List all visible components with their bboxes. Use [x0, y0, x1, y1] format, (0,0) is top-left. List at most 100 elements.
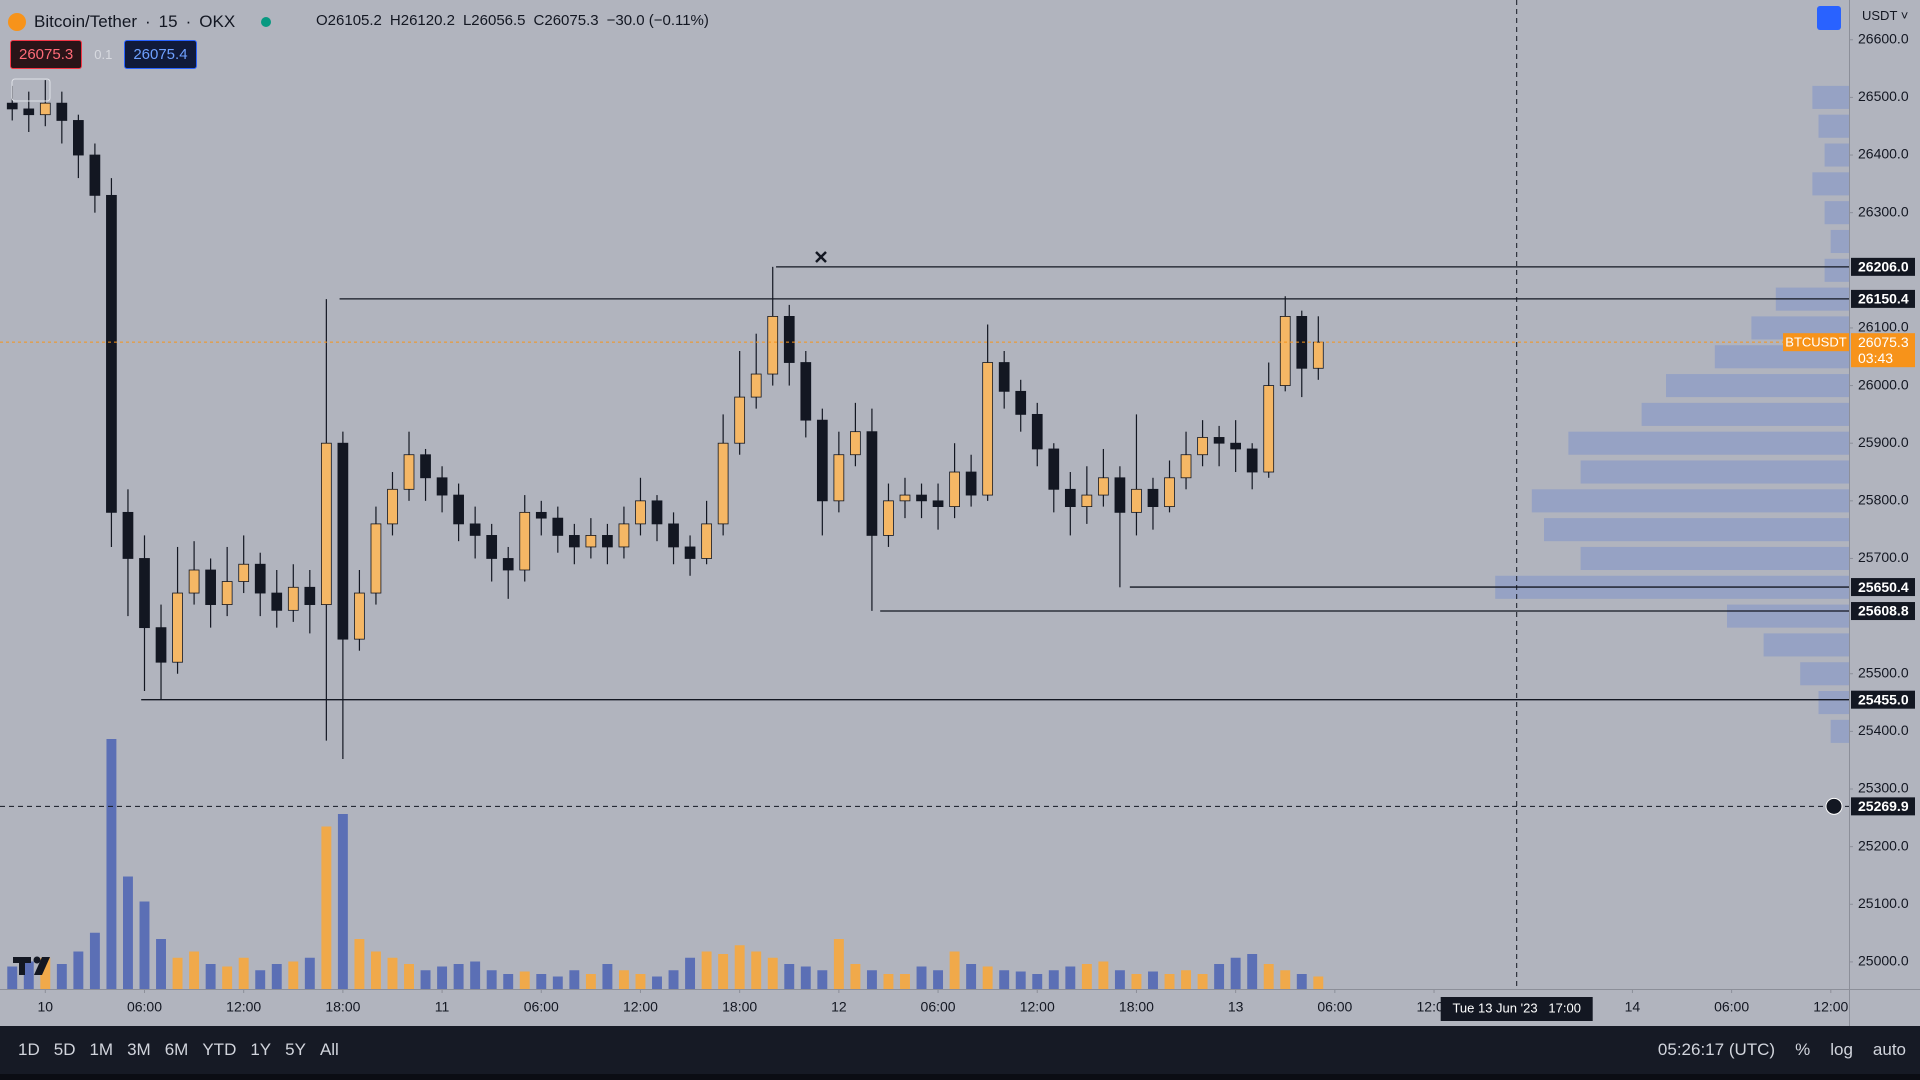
candle-body: [287, 586, 299, 611]
candle-body: [1015, 390, 1027, 415]
volume-profile-bar: [1531, 489, 1849, 513]
volume-bar: [56, 964, 67, 989]
volume-bar: [123, 876, 133, 989]
currency: USDT: [1862, 8, 1898, 23]
range-button[interactable]: 1Y: [250, 1040, 272, 1059]
volume-profile-bar: [1818, 114, 1849, 138]
x-tick-label: 18:00: [325, 999, 360, 1015]
x-tick-label: 12:00: [623, 999, 658, 1015]
x-tick-label: 06:00: [524, 999, 559, 1015]
range-button[interactable]: 3M: [127, 1040, 151, 1059]
alert-icon[interactable]: [1817, 6, 1841, 30]
candle-body: [1114, 477, 1126, 513]
range-button[interactable]: 5D: [53, 1040, 76, 1059]
candle-body: [89, 154, 101, 196]
volume-profile-bar: [1818, 691, 1849, 715]
volume-bar: [668, 970, 679, 989]
candle-body: [1197, 437, 1208, 456]
range-button[interactable]: All: [319, 1040, 339, 1059]
volume-bar: [1098, 961, 1109, 989]
x-tick-label: 11: [435, 999, 450, 1015]
range-button[interactable]: 5Y: [285, 1040, 306, 1059]
y-tick-label: 25700.0: [1858, 549, 1909, 565]
collapse-button[interactable]: [11, 78, 51, 102]
candle-body: [519, 511, 531, 571]
volume-bar: [1048, 970, 1059, 989]
candle-body: [1213, 437, 1225, 444]
candle-body: [717, 442, 729, 525]
scale-option[interactable]: log: [1830, 1040, 1853, 1059]
volume-bar: [453, 964, 464, 989]
currency-selector[interactable]: USDT ˅: [1862, 8, 1909, 23]
countdown-label: 03:43: [1858, 350, 1893, 366]
volume-bar: [982, 966, 993, 989]
candle-body: [535, 511, 547, 519]
volume-bar: [271, 964, 282, 989]
crosshair-price-box: [1851, 797, 1915, 816]
scale-option[interactable]: %: [1795, 1040, 1811, 1059]
candle-body: [486, 535, 498, 559]
volume-bar: [304, 957, 315, 989]
candle-body: [1081, 494, 1093, 508]
candle-body: [850, 431, 861, 456]
candle-body: [1312, 341, 1324, 369]
volume-bar: [1181, 970, 1192, 989]
level-label-box: [1851, 289, 1915, 308]
candle-body: [585, 535, 597, 548]
candle-body: [403, 454, 415, 490]
volume-bar: [255, 970, 266, 989]
volume-bar: [800, 966, 811, 989]
volume-bar: [734, 945, 745, 989]
candle-body: [602, 535, 613, 548]
volume-profile-bar: [1830, 719, 1849, 743]
bottom-strip: [0, 1074, 1920, 1080]
range-button[interactable]: 6M: [164, 1040, 189, 1059]
volume-bar: [222, 966, 233, 989]
y-tick-label: 25800.0: [1858, 492, 1909, 508]
volume-bar: [354, 939, 365, 989]
symbol[interactable]: Bitcoin/Tether: [34, 12, 137, 31]
candle-body: [1279, 316, 1291, 386]
volume-profile-bar: [1830, 229, 1849, 254]
volume-bar: [1015, 971, 1026, 989]
volume-bar: [89, 932, 100, 989]
volume-bar: [767, 957, 778, 989]
x-tick-label: 12:00: [1020, 999, 1055, 1015]
scale-option[interactable]: auto: [1872, 1040, 1906, 1059]
quantity[interactable]: 0.1: [94, 47, 113, 62]
x-tick-label: 14: [1625, 999, 1641, 1015]
candle-body: [1031, 413, 1043, 450]
range-button[interactable]: 1M: [89, 1040, 114, 1059]
candle-body: [337, 442, 349, 640]
volume-bar: [1230, 957, 1241, 989]
volume-bar: [1296, 974, 1307, 989]
level-label-box: [1851, 602, 1915, 621]
volume-bar: [966, 964, 977, 989]
volume-profile-bar: [1544, 518, 1849, 542]
interval[interactable]: 15: [158, 12, 178, 31]
separator: ·: [145, 12, 151, 31]
candle-body: [684, 546, 696, 559]
range-button[interactable]: YTD: [202, 1040, 237, 1059]
volume-profile-bar: [1824, 258, 1849, 282]
buy-button[interactable]: 26075.4: [124, 40, 197, 69]
volume-profile-bar: [1727, 604, 1849, 628]
volume-bar: [387, 957, 398, 989]
x-tick-label: 12:00: [1813, 999, 1848, 1015]
sell-button[interactable]: 26075.3: [10, 40, 83, 69]
x-tick-label: 13: [1228, 999, 1244, 1015]
separator: ·: [185, 12, 192, 31]
crosshair-plus: [1825, 797, 1843, 815]
volume-bar: [536, 974, 547, 989]
tv-logo: [13, 956, 50, 975]
candle-body: [1131, 488, 1142, 513]
candle-body: [568, 535, 580, 548]
candle-body: [1246, 448, 1258, 473]
candle-body: [783, 316, 795, 363]
cross-marker: [815, 251, 827, 263]
candle-body: [618, 523, 630, 548]
y-tick-label: 25900.0: [1858, 434, 1909, 450]
candle-body: [238, 563, 250, 582]
range-button[interactable]: 1D: [18, 1040, 40, 1059]
volume-bar: [288, 961, 299, 989]
